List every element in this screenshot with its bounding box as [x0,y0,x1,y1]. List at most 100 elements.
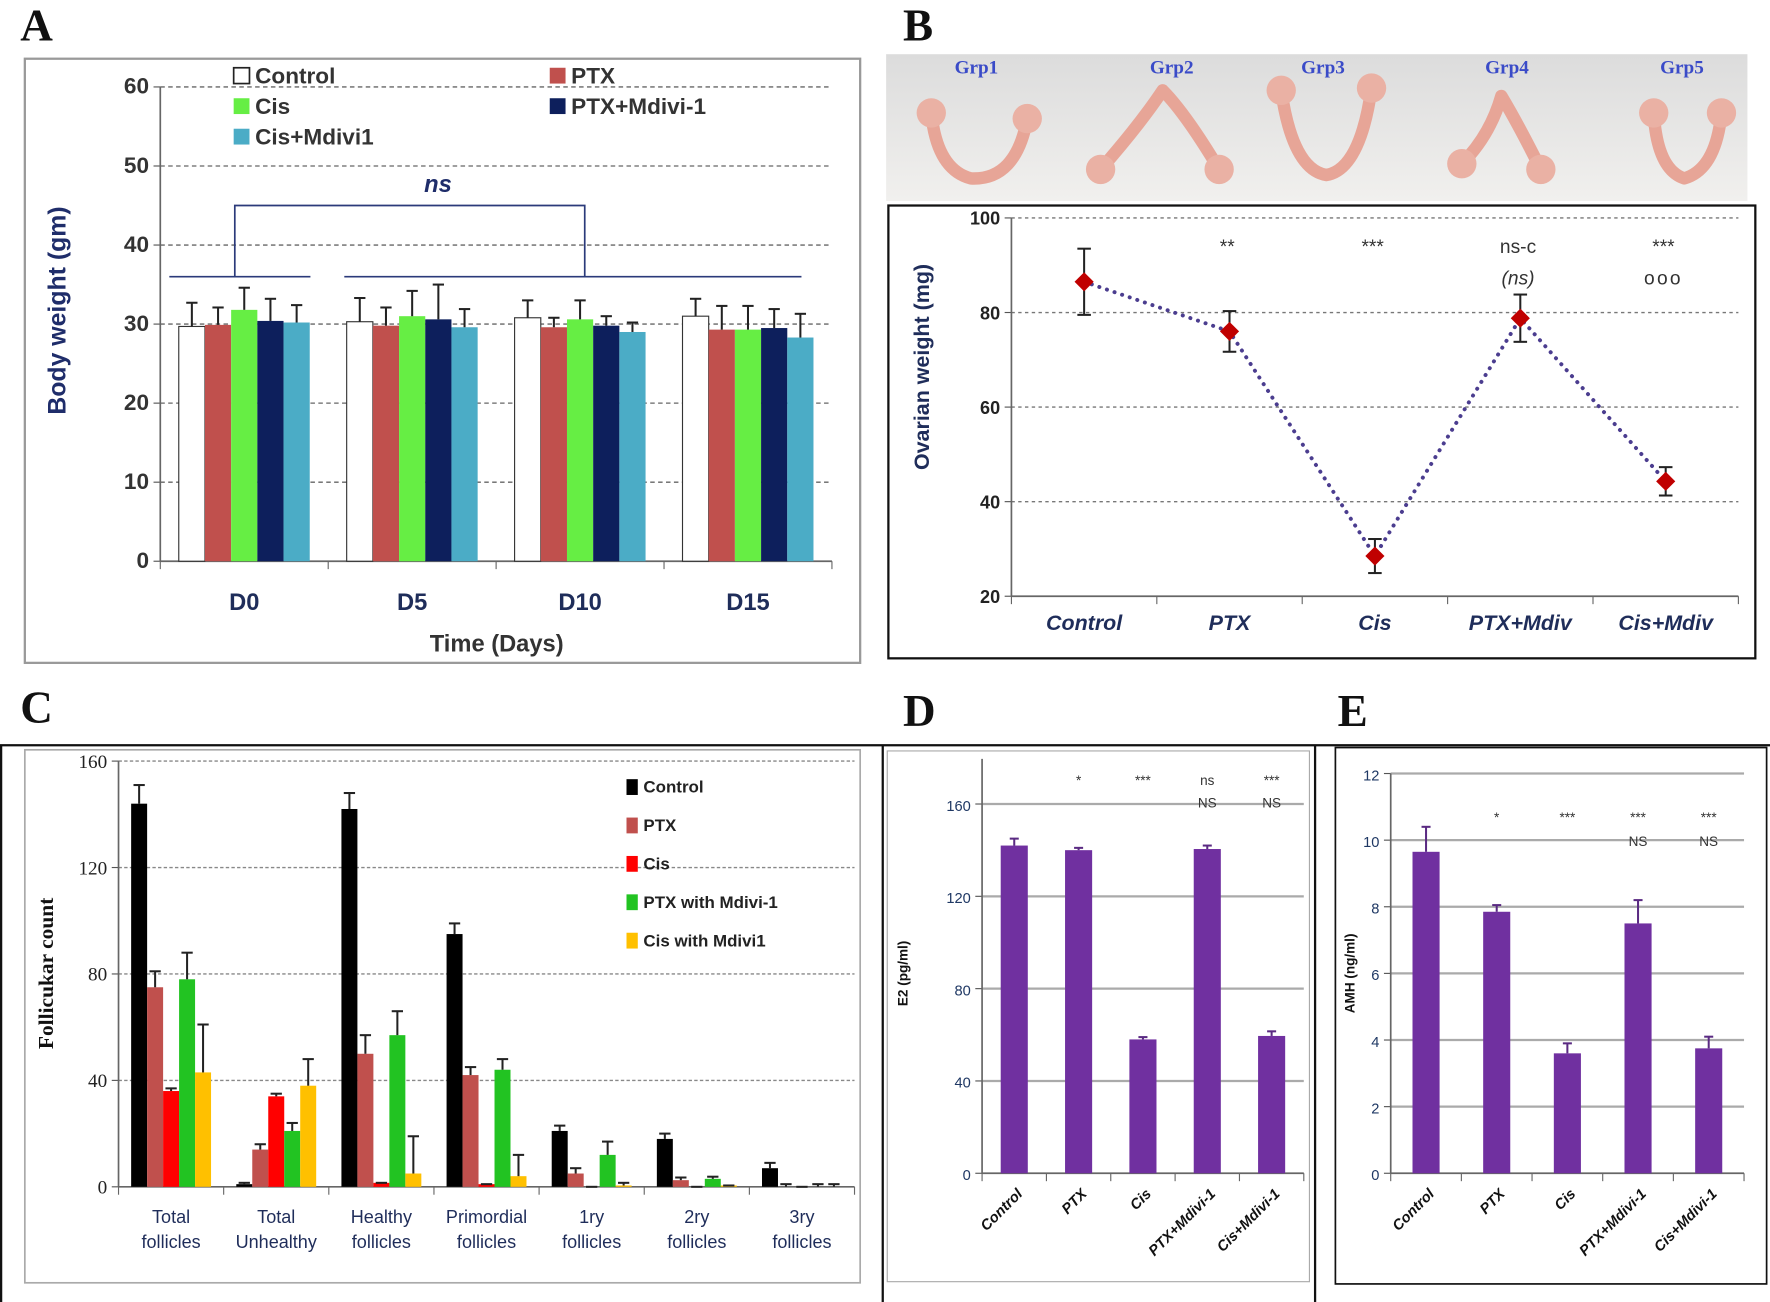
significance-label: *** [1361,237,1384,258]
x-tick-label: Cis+Mdivi-1 [1651,1186,1720,1255]
y-tick-label: 0 [1371,1168,1379,1184]
significance-label: *** [1701,810,1718,825]
chart-a-body-weight: 0 10 20 30 40 50 60 D0 D5 D10 D15 Control PTX Cis PTX+… [124,64,833,616]
bar [681,315,710,562]
panel-label-b: B [903,1,933,51]
bar [399,316,426,562]
x-tick-label: Unhealthy [236,1232,317,1252]
bar [761,328,788,562]
bar [672,1180,689,1187]
legend-label: PTX [643,816,677,835]
legend-label: PTX+Mdivi-1 [571,94,706,119]
ovary-blob [1526,154,1556,185]
bar [163,1091,180,1187]
legend-swatch [233,128,250,145]
uterus-specimen [1647,106,1728,185]
significance-label: NS [1262,795,1281,810]
ovary-blob [1085,154,1116,185]
bar [510,1176,527,1187]
significance-label: ** [1220,237,1235,258]
data-point [1074,272,1094,292]
x-tick-label: PTX [1209,611,1252,635]
legend-swatch [232,66,251,85]
x-tick-label: Control [1390,1186,1439,1235]
ovary-blob [1204,154,1234,185]
data-point [1656,471,1676,491]
bar [147,987,164,1187]
bar [734,329,762,562]
data-point [1510,308,1530,328]
ovary-blob [916,98,946,128]
legend-label: Control [255,64,335,89]
legend-swatch [626,932,638,949]
x-tick-label: Total [152,1207,190,1227]
bar [1193,849,1221,1174]
bar [619,331,646,562]
x-tick-label: 2ry [684,1207,709,1227]
ovary-blob [1447,149,1477,179]
panel-a-frame [23,57,862,664]
x-tick-label: Cis [1127,1186,1154,1213]
uterus-specimen [925,106,1034,185]
bar [131,803,148,1187]
bar [1412,851,1440,1174]
x-tick-label: Total [257,1207,295,1227]
bar [656,1138,673,1187]
bar [178,325,206,562]
significance-label: ns [1200,773,1215,788]
uterus-photo: Grp1 Grp2 Grp3 Grp4 Grp5 [886,54,1748,202]
x-tick-label: follicles [562,1232,621,1252]
x-tick-label: follicles [457,1232,516,1252]
panel-d-frame [886,750,1311,1283]
panel-b-frame [887,204,1757,660]
x-tick-label: follicles [352,1232,411,1252]
bar [787,337,814,562]
legend-label: PTX with Mdivi-1 [643,893,777,912]
y-tick-label: 160 [78,752,107,773]
bar [389,1035,406,1187]
x-tick-label: follicles [667,1232,726,1252]
x-tick-label: Primordial [446,1207,527,1227]
x-tick-label: follicles [772,1232,831,1252]
y-tick-label: 30 [124,311,149,336]
x-tick-label: D5 [397,590,427,616]
bar [283,322,310,562]
legend-swatch [626,779,638,795]
y-tick-label: 80 [980,303,1000,323]
ovary-blob [1012,103,1042,134]
y-tick-label: 10 [1363,835,1379,851]
bar [478,1184,495,1187]
bar [236,1184,253,1187]
bar [551,1130,568,1187]
ovary-blob [1356,73,1387,103]
x-tick-label: PTX+Mdivi-1 [1146,1186,1219,1259]
bar [346,321,374,562]
group-label: Grp2 [1150,57,1194,78]
x-tick-label: Control [1046,611,1123,635]
bar [446,934,463,1187]
bar [1000,845,1028,1174]
bar [300,1085,317,1187]
bar [451,327,478,562]
uterus-specimen [1094,84,1226,176]
chart-d-e2: 0 40 80 120 160 Control PTX CisPTX+Mdivi-1Cis+M… [946,758,1305,1259]
series-line [1082,279,1668,560]
significance-label: ns [424,172,452,198]
bar [1065,850,1093,1174]
bar [494,1069,511,1187]
bar [405,1173,422,1187]
legend-label: Control [643,778,703,797]
data-point [1219,321,1240,342]
x-tick-label: follicles [142,1232,201,1252]
x-tick-label: D15 [726,590,769,616]
x-tick-label: PTX [1059,1185,1091,1217]
uterus-specimen [1275,81,1378,182]
group-label: Grp5 [1660,57,1704,78]
legend-swatch [626,894,638,911]
x-tick-label: PTX+Mdiv [1469,611,1573,635]
x-tick-label: Cis [1552,1186,1579,1213]
bar [708,329,735,562]
legend-label: Cis+Mdivi1 [255,125,374,150]
x-tick-label: Healthy [351,1207,412,1227]
y-tick-label: 160 [946,799,970,815]
